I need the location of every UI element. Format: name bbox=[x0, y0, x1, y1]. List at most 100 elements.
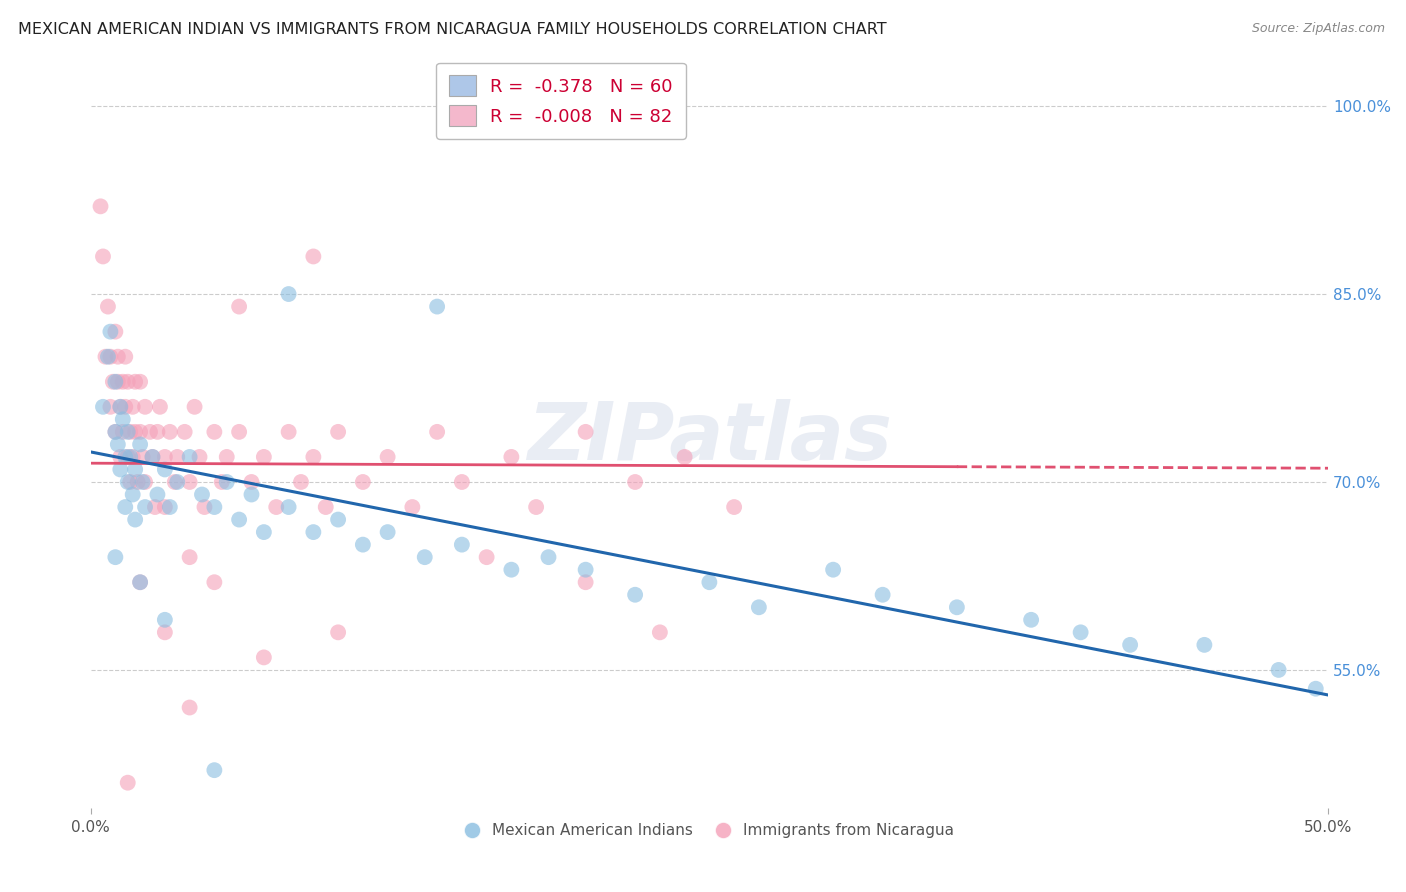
Point bbox=[1305, 681, 1327, 696]
Point bbox=[111, 425, 134, 439]
Point bbox=[104, 425, 127, 439]
Point bbox=[100, 350, 122, 364]
Point bbox=[97, 300, 120, 314]
Point bbox=[215, 475, 238, 489]
Point bbox=[673, 450, 696, 464]
Point bbox=[253, 650, 276, 665]
Point bbox=[1119, 638, 1142, 652]
Point bbox=[117, 475, 139, 489]
Point bbox=[114, 400, 136, 414]
Point bbox=[159, 500, 181, 514]
Point bbox=[134, 500, 156, 514]
Point bbox=[114, 450, 136, 464]
Point bbox=[146, 425, 169, 439]
Point bbox=[166, 475, 188, 489]
Point bbox=[302, 250, 325, 264]
Point bbox=[326, 625, 349, 640]
Point bbox=[131, 475, 153, 489]
Point bbox=[426, 300, 449, 314]
Point bbox=[202, 763, 225, 777]
Point bbox=[110, 400, 132, 414]
Point bbox=[153, 450, 176, 464]
Point bbox=[193, 500, 215, 514]
Point bbox=[104, 375, 127, 389]
Point bbox=[124, 375, 146, 389]
Point bbox=[141, 450, 163, 464]
Point bbox=[451, 475, 474, 489]
Point bbox=[129, 375, 152, 389]
Point bbox=[110, 400, 132, 414]
Point bbox=[120, 475, 142, 489]
Point bbox=[100, 325, 122, 339]
Point bbox=[129, 575, 152, 590]
Point bbox=[127, 475, 149, 489]
Point bbox=[110, 450, 132, 464]
Point bbox=[104, 425, 127, 439]
Point bbox=[179, 550, 201, 565]
Point bbox=[97, 350, 120, 364]
Text: ZIPatlas: ZIPatlas bbox=[527, 399, 891, 477]
Point bbox=[121, 487, 143, 501]
Point bbox=[91, 250, 114, 264]
Point bbox=[377, 450, 399, 464]
Point bbox=[146, 487, 169, 501]
Point bbox=[401, 500, 423, 514]
Point bbox=[277, 287, 299, 301]
Point bbox=[101, 375, 124, 389]
Point bbox=[153, 500, 176, 514]
Point bbox=[748, 600, 770, 615]
Point bbox=[202, 575, 225, 590]
Point bbox=[121, 400, 143, 414]
Point bbox=[315, 500, 337, 514]
Point bbox=[188, 450, 211, 464]
Point bbox=[264, 500, 287, 514]
Point bbox=[166, 450, 188, 464]
Point bbox=[537, 550, 560, 565]
Point bbox=[183, 400, 205, 414]
Point bbox=[228, 300, 250, 314]
Point bbox=[352, 538, 374, 552]
Point bbox=[575, 563, 598, 577]
Point bbox=[120, 450, 142, 464]
Point bbox=[1267, 663, 1289, 677]
Point bbox=[114, 350, 136, 364]
Point bbox=[1019, 613, 1042, 627]
Point bbox=[352, 475, 374, 489]
Point bbox=[149, 400, 172, 414]
Point bbox=[129, 437, 152, 451]
Point bbox=[124, 462, 146, 476]
Point bbox=[277, 425, 299, 439]
Point bbox=[179, 475, 201, 489]
Point bbox=[240, 487, 263, 501]
Point bbox=[111, 412, 134, 426]
Legend: Mexican American Indians, Immigrants from Nicaragua: Mexican American Indians, Immigrants fro… bbox=[458, 817, 960, 845]
Point bbox=[117, 775, 139, 789]
Point bbox=[110, 462, 132, 476]
Point bbox=[153, 613, 176, 627]
Point bbox=[1070, 625, 1092, 640]
Point bbox=[723, 500, 745, 514]
Point bbox=[946, 600, 969, 615]
Point bbox=[290, 475, 312, 489]
Point bbox=[89, 199, 111, 213]
Point bbox=[1194, 638, 1216, 652]
Text: MEXICAN AMERICAN INDIAN VS IMMIGRANTS FROM NICARAGUA FAMILY HOUSEHOLDS CORRELATI: MEXICAN AMERICAN INDIAN VS IMMIGRANTS FR… bbox=[18, 22, 887, 37]
Point bbox=[107, 437, 129, 451]
Point bbox=[114, 500, 136, 514]
Point bbox=[191, 487, 214, 501]
Point bbox=[124, 425, 146, 439]
Point bbox=[120, 425, 142, 439]
Point bbox=[163, 475, 186, 489]
Point bbox=[107, 350, 129, 364]
Point bbox=[141, 450, 163, 464]
Point bbox=[143, 500, 166, 514]
Point bbox=[277, 500, 299, 514]
Point bbox=[240, 475, 263, 489]
Point bbox=[699, 575, 721, 590]
Point bbox=[129, 425, 152, 439]
Point bbox=[426, 425, 449, 439]
Point bbox=[131, 450, 153, 464]
Point bbox=[326, 425, 349, 439]
Point bbox=[451, 538, 474, 552]
Point bbox=[228, 425, 250, 439]
